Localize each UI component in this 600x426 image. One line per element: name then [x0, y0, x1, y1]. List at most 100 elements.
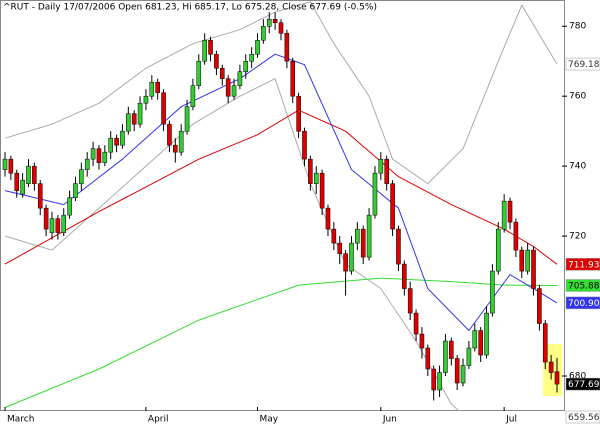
x-tick-label: Jun: [382, 415, 397, 425]
value-marker-box: [565, 279, 600, 292]
candle-body: [26, 165, 31, 184]
candle-body: [2, 158, 8, 170]
candle-body: [396, 228, 401, 265]
candle-body: [366, 214, 372, 258]
candle-body: [337, 242, 343, 254]
x-tick-label: May: [260, 415, 279, 425]
candle-body: [484, 312, 489, 356]
value-marker-label: 677.69: [568, 380, 600, 390]
candle-body: [296, 95, 301, 132]
candle-body: [466, 347, 472, 366]
value-marker-box: [565, 296, 600, 310]
candle-body: [419, 333, 425, 349]
candle-body: [231, 85, 237, 97]
candle-body: [331, 228, 337, 244]
x-tick-label: Jul: [505, 415, 517, 425]
candle-body: [8, 158, 14, 174]
candle-body: [167, 123, 172, 146]
candle-body: [407, 288, 413, 314]
candle-body: [290, 60, 296, 97]
candle-body: [490, 270, 495, 314]
candle-body: [114, 137, 119, 146]
candle-body: [437, 372, 442, 391]
candle-body: [431, 368, 436, 391]
y-tick-label: 740: [569, 162, 586, 172]
y-tick-label: 680: [569, 372, 586, 382]
candle-body: [108, 137, 113, 153]
candle-body: [255, 39, 260, 55]
candle-body: [378, 158, 384, 174]
candle-body: [120, 130, 125, 146]
candle-body: [501, 200, 507, 230]
candle-body: [219, 67, 225, 79]
candle-body: [96, 148, 102, 163]
candle-body: [243, 60, 249, 72]
candle-body: [143, 95, 149, 104]
candle-body: [237, 71, 243, 86]
candle-body: [460, 365, 466, 384]
candle-body: [61, 214, 67, 233]
candle-body: [131, 113, 137, 125]
candle-body: [495, 228, 501, 272]
candle-body: [284, 32, 290, 62]
candle-body: [126, 113, 131, 132]
y-tick-label: 760: [569, 92, 586, 102]
x-tick-label: April: [148, 415, 169, 425]
candle-body: [313, 172, 319, 184]
candle-body: [548, 361, 554, 373]
value-marker-box: [565, 410, 600, 424]
candle-body: [478, 330, 483, 356]
candle-body: [355, 228, 360, 244]
plot-frame: [0, 0, 565, 411]
candle-body: [554, 371, 560, 385]
value-marker-box: [565, 258, 600, 271]
candle-body: [413, 312, 419, 335]
candle-body: [531, 249, 536, 289]
candle-body: [542, 323, 548, 363]
candle-body: [402, 263, 407, 289]
candle-body: [14, 172, 20, 191]
candle-body: [102, 151, 108, 163]
value-marker-box: [565, 377, 600, 391]
candle-body: [196, 60, 202, 86]
candle-body: [214, 53, 219, 69]
value-marker-label: 769.185: [568, 60, 600, 70]
candle-body: [507, 200, 513, 223]
candle-body: [472, 330, 478, 349]
candle-body: [308, 158, 313, 184]
candle-body: [349, 242, 354, 272]
candle-body: [178, 130, 184, 153]
candle-body: [325, 207, 331, 230]
candle-body: [155, 81, 160, 93]
candle-body: [149, 81, 155, 97]
value-marker-label: 711.937: [568, 260, 600, 270]
candle-body: [443, 340, 448, 373]
candle-body: [319, 172, 325, 209]
candle-body: [73, 183, 78, 198]
candle-body: [425, 347, 431, 370]
candle-body: [225, 78, 231, 97]
value-marker-box: [565, 57, 600, 71]
candle-body: [390, 183, 395, 230]
candle-body: [249, 53, 254, 62]
indicator-line: [4, 277, 558, 408]
candle-body: [67, 197, 72, 216]
candle-body: [372, 172, 378, 216]
candle-body: [90, 148, 96, 160]
candle-body: [37, 183, 43, 209]
candle-body: [384, 158, 389, 184]
candle-body: [84, 158, 90, 170]
candle-body: [513, 221, 519, 251]
y-tick-label: 720: [569, 232, 586, 242]
candle-body: [454, 358, 460, 384]
value-marker-label: 659.564: [568, 413, 600, 423]
candle-body: [449, 340, 454, 359]
candle-body: [360, 228, 366, 258]
value-marker-label: 705.887: [568, 281, 600, 291]
candle-body: [79, 169, 84, 184]
indicator-line: [4, 53, 558, 332]
candle-body: [278, 22, 284, 34]
candle-body: [173, 144, 178, 153]
candle-body: [20, 179, 25, 195]
